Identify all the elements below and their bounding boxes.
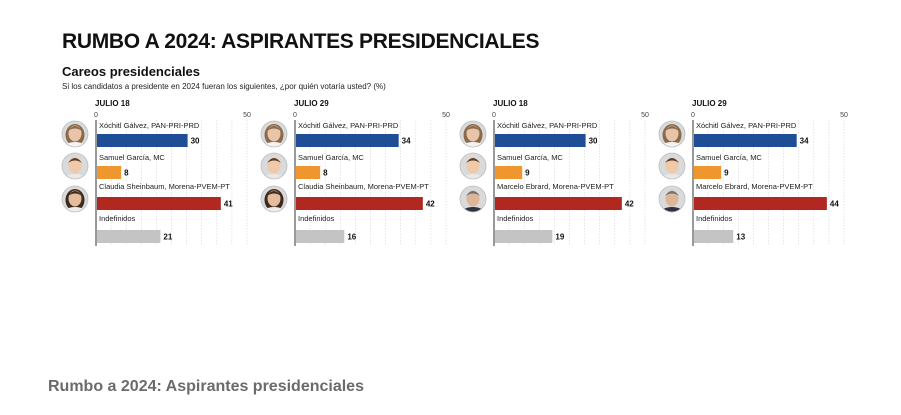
- bar: [694, 134, 797, 147]
- bar: [296, 166, 321, 179]
- tick-label: 50: [442, 112, 450, 119]
- data-label: 30: [191, 137, 200, 146]
- data-label: 42: [426, 200, 435, 209]
- samuel-avatar: [260, 152, 288, 180]
- chart-panel-4: JULIO 29 0 50 Xóchitl Gálvez, PAN-PRI-PRD34…: [658, 99, 848, 246]
- tick-label: 50: [243, 112, 251, 119]
- bar: [97, 134, 188, 147]
- category-label: Samuel García, MC: [497, 153, 563, 162]
- xochitl-avatar: [459, 120, 487, 148]
- bar: [694, 197, 827, 210]
- survey-question: Si los candidatos a presidente en 2024 f…: [62, 82, 386, 91]
- bar: [296, 230, 345, 243]
- data-label: 44: [830, 200, 839, 209]
- bar: [97, 166, 122, 179]
- bar: [495, 197, 622, 210]
- tick-label: 50: [840, 112, 848, 119]
- category-label: Samuel García, MC: [298, 153, 364, 162]
- page-title: RUMBO A 2024: ASPIRANTES PRESIDENCIALES: [62, 30, 540, 53]
- marcelo-avatar: [658, 185, 686, 213]
- data-label: 13: [736, 233, 745, 242]
- tick-label: 0: [492, 112, 496, 119]
- samuel-avatar: [658, 152, 686, 180]
- panel-title: JULIO 29: [294, 99, 329, 108]
- category-label: Marcelo Ebrard, Morena-PVEM-PT: [497, 182, 614, 191]
- category-label: Samuel García, MC: [696, 153, 762, 162]
- data-label: 8: [124, 169, 129, 178]
- bar: [495, 230, 553, 243]
- bar: [694, 230, 734, 243]
- panel-title: JULIO 29: [692, 99, 727, 108]
- chart-subtitle: Careos presidenciales: [62, 64, 201, 79]
- chart-panel-3: JULIO 18 0 50 Xóchitl Gálvez, PAN-PRI-PRD 30…: [459, 99, 649, 246]
- category-label: Samuel García, MC: [99, 153, 165, 162]
- bar: [97, 230, 161, 243]
- data-label: 9: [724, 169, 729, 178]
- data-label: 41: [224, 200, 233, 209]
- bar: [495, 166, 523, 179]
- bar: [296, 134, 399, 147]
- xochitl-avatar: [260, 120, 288, 148]
- chart-panel-2: JULIO 29 0 50 Xóchitl Gálvez, PAN-PRI-PRD34…: [260, 99, 450, 246]
- data-label: 21: [163, 233, 172, 242]
- bar: [694, 166, 722, 179]
- category-label: Marcelo Ebrard, Morena-PVEM-PT: [696, 182, 813, 191]
- category-label: Xóchitl Gálvez, PAN-PRI-PRD: [298, 121, 399, 130]
- data-label: 16: [347, 233, 356, 242]
- data-label: 30: [589, 137, 598, 146]
- tick-label: 0: [691, 112, 695, 119]
- xochitl-avatar: [658, 120, 686, 148]
- tick-label: 50: [641, 112, 649, 119]
- data-label: 9: [525, 169, 530, 178]
- category-label: Claudia Sheinbaum, Morena-PVEM-PT: [99, 182, 230, 191]
- category-label: Xóchitl Gálvez, PAN-PRI-PRD: [696, 121, 797, 130]
- category-label: Indefinidos: [696, 214, 733, 223]
- figure-caption: Rumbo a 2024: Aspirantes presidenciales: [48, 378, 364, 395]
- category-label: Xóchitl Gálvez, PAN-PRI-PRD: [99, 121, 200, 130]
- data-label: 42: [625, 200, 634, 209]
- samuel-avatar: [61, 152, 89, 180]
- tick-label: 0: [94, 112, 98, 119]
- claudia-avatar: [61, 185, 89, 213]
- xochitl-avatar: [61, 120, 89, 148]
- category-label: Claudia Sheinbaum, Morena-PVEM-PT: [298, 182, 429, 191]
- category-label: Indefinidos: [497, 214, 534, 223]
- marcelo-avatar: [459, 185, 487, 213]
- data-label: 8: [323, 169, 328, 178]
- category-label: Indefinidos: [298, 214, 335, 223]
- category-label: Indefinidos: [99, 214, 136, 223]
- claudia-avatar: [260, 185, 288, 213]
- data-label: 34: [402, 137, 411, 146]
- category-label: Xóchitl Gálvez, PAN-PRI-PRD: [497, 121, 598, 130]
- bar: [495, 134, 586, 147]
- chart-panel-1: JULIO 18 0 50 Xóchitl Gálvez, PAN-PRI-PRD 30…: [61, 99, 251, 246]
- panel-title: JULIO 18: [493, 99, 528, 108]
- panel-title: JULIO 18: [95, 99, 130, 108]
- tick-label: 0: [293, 112, 297, 119]
- bar: [97, 197, 221, 210]
- samuel-avatar: [459, 152, 487, 180]
- data-label: 34: [800, 137, 809, 146]
- data-label: 19: [555, 233, 564, 242]
- bar: [296, 197, 423, 210]
